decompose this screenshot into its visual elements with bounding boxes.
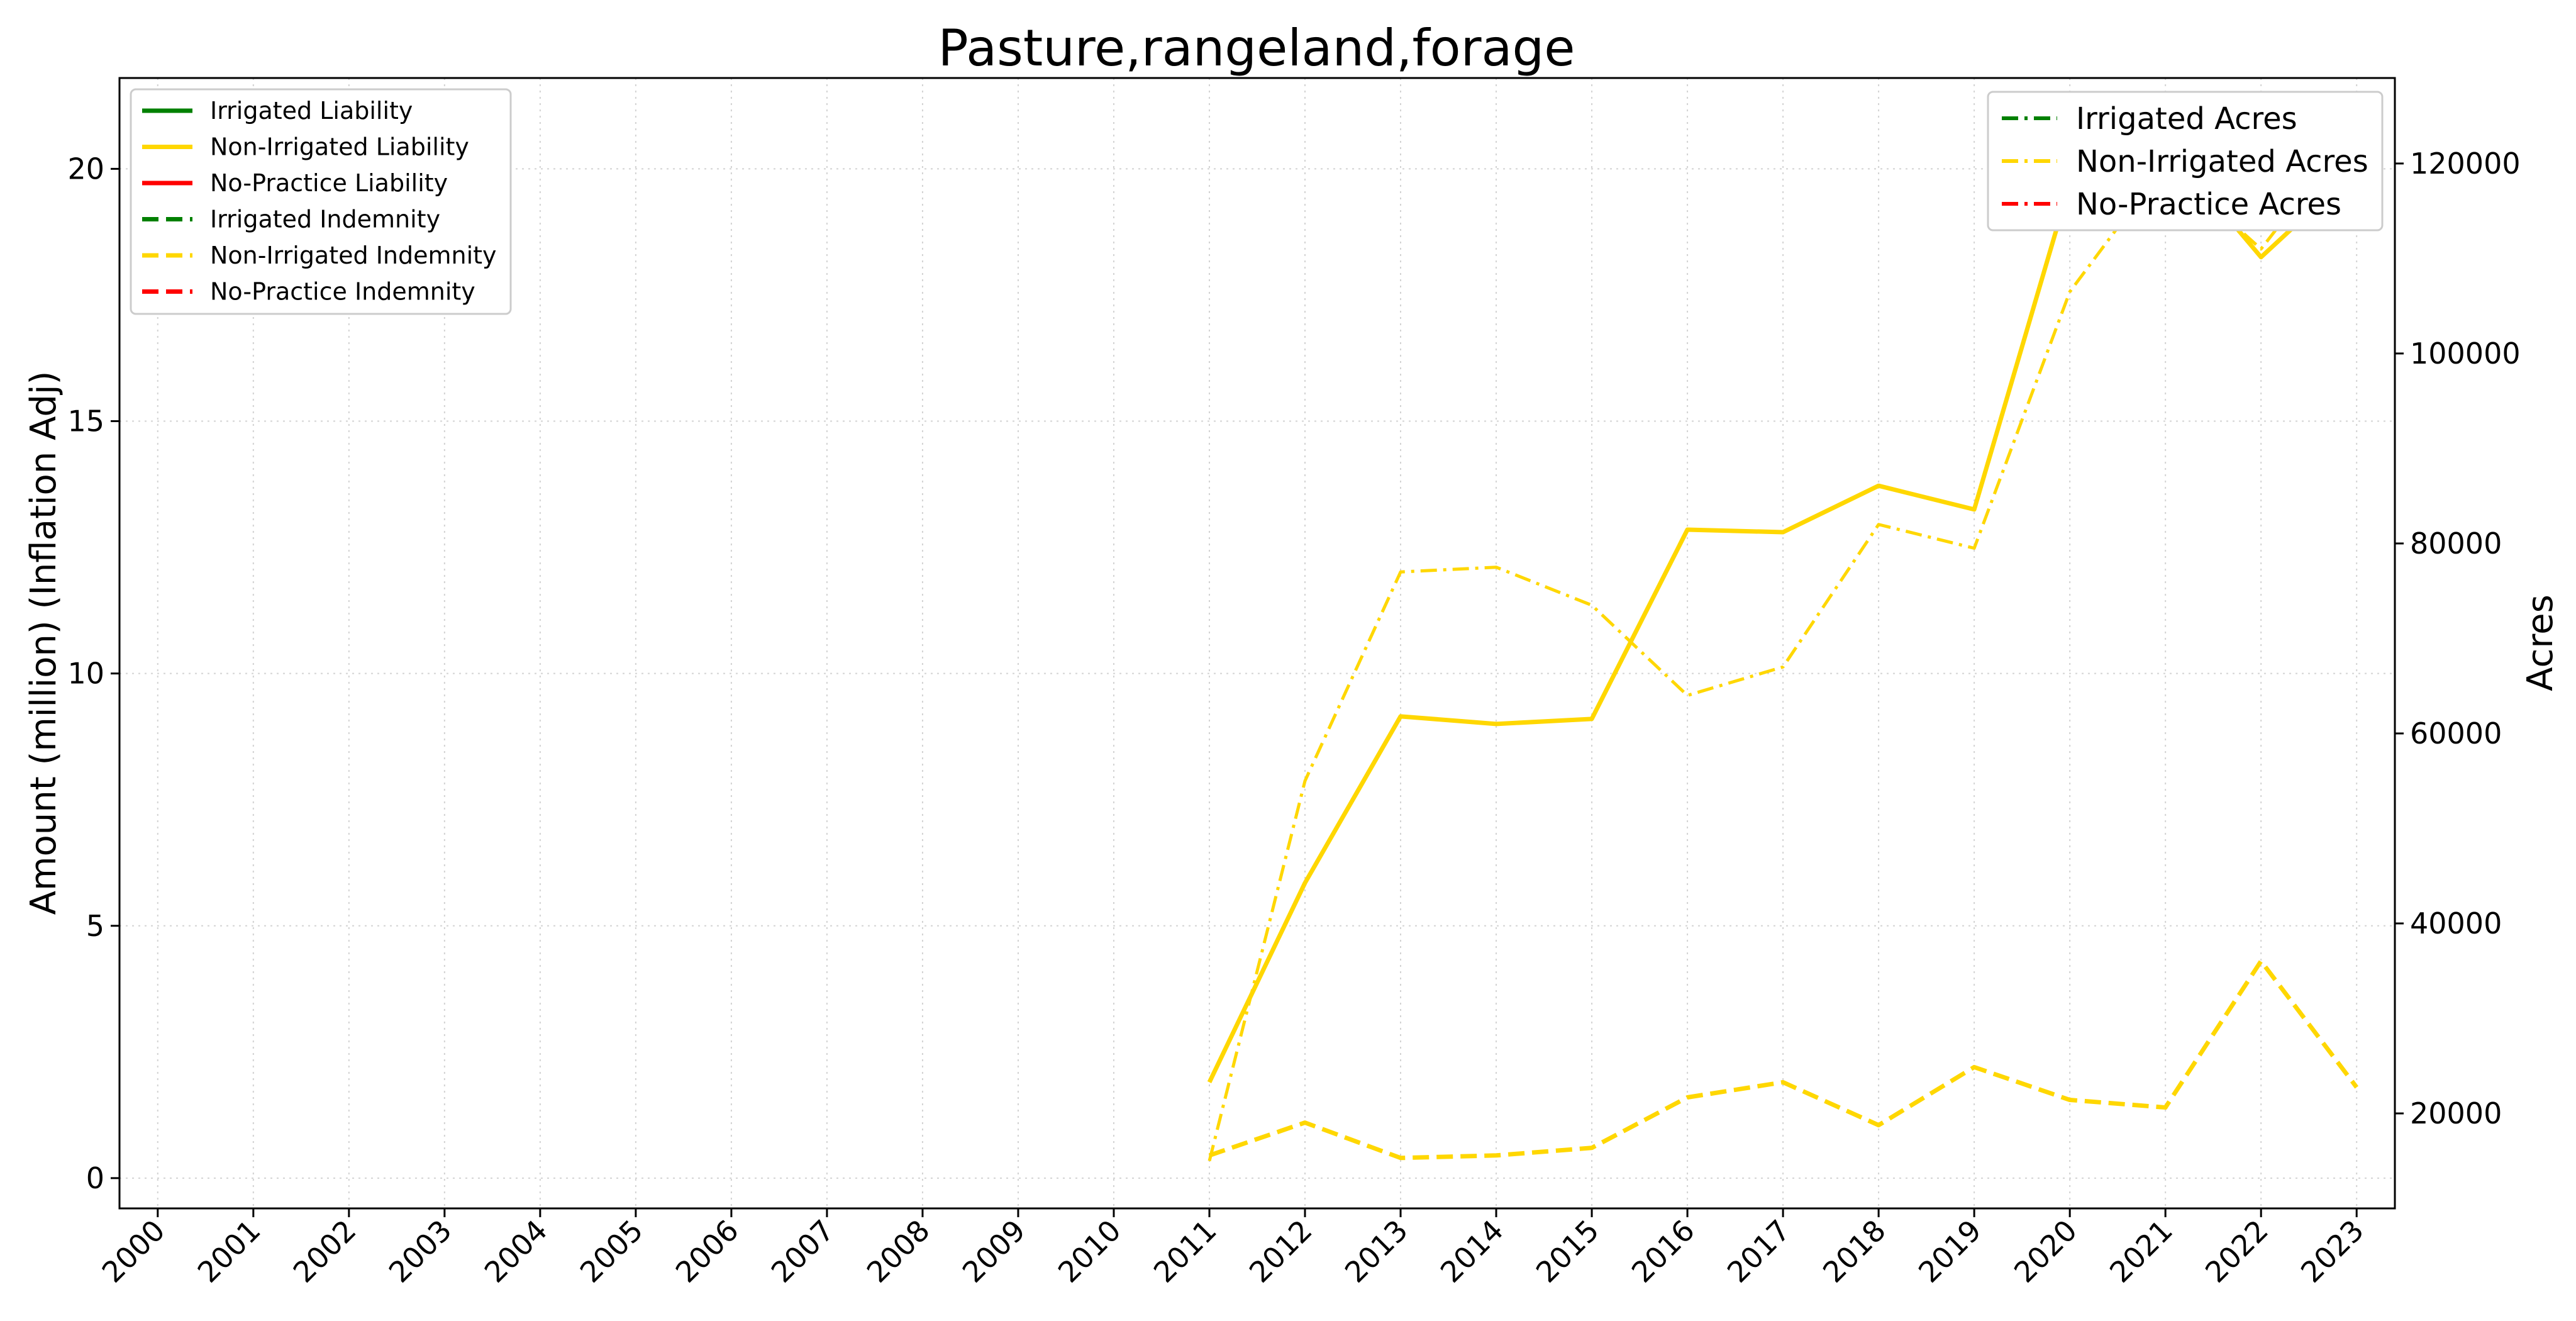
legend-entry-label: Irrigated Liability bbox=[210, 97, 413, 125]
legend-entry-label: Non-Irrigated Liability bbox=[210, 133, 469, 161]
x-tick-label: 2010 bbox=[1052, 1213, 1128, 1290]
legend-entry-label: Non-Irrigated Acres bbox=[2076, 144, 2368, 179]
legend-entry-label: No-Practice Indemnity bbox=[210, 278, 475, 306]
legend-entry-label: No-Practice Acres bbox=[2076, 187, 2341, 222]
y-left-tick-label: 0 bbox=[86, 1161, 104, 1195]
x-tick-label: 2022 bbox=[2199, 1213, 2275, 1290]
x-axis: 2000 2001 2002 2003 2004 2005 2006 2007 2008 2009… bbox=[96, 1208, 2370, 1290]
legend-right: Irrigated Acres Non-Irrigated Acres No-Pra… bbox=[1987, 91, 2384, 231]
x-tick-label: 2011 bbox=[1147, 1213, 1223, 1290]
chart-title: Pasture,rangeland,forage bbox=[938, 19, 1575, 77]
y-left-tick-label: 5 bbox=[86, 909, 104, 943]
legend-entry-label: Irrigated Acres bbox=[2076, 101, 2297, 137]
x-tick-label: 2008 bbox=[860, 1213, 936, 1290]
x-tick-label: 2021 bbox=[2103, 1213, 2179, 1290]
legend-left-box bbox=[130, 88, 512, 315]
x-tick-label: 2005 bbox=[574, 1213, 650, 1290]
y-axis-left-label: Amount (million) (Inflation Adj) bbox=[23, 371, 64, 915]
x-tick-label: 2002 bbox=[287, 1213, 363, 1290]
y-axis-right: 20000 40000 60000 80000 100000 120000 bbox=[2395, 147, 2521, 1130]
y-axis-left: 0 5 10 15 20 bbox=[67, 152, 119, 1195]
y-right-tick-label: 60000 bbox=[2410, 716, 2502, 750]
x-tick-label: 2003 bbox=[382, 1213, 458, 1290]
x-tick-label: 2001 bbox=[191, 1213, 267, 1290]
x-tick-label: 2004 bbox=[478, 1213, 554, 1290]
x-tick-label: 2023 bbox=[2294, 1213, 2370, 1290]
y-left-tick-label: 10 bbox=[67, 657, 104, 691]
x-tick-label: 2014 bbox=[1434, 1213, 1510, 1290]
x-tick-label: 2012 bbox=[1243, 1213, 1319, 1290]
legend-entry-label: Irrigated Indemnity bbox=[210, 206, 440, 233]
legend-entry-label: No-Practice Liability bbox=[210, 169, 448, 197]
legend-left: Irrigated Liability Non-Irrigated Liabili… bbox=[130, 88, 512, 315]
plot-frame bbox=[118, 77, 2396, 1210]
legend-right-box bbox=[1987, 91, 2384, 231]
legend-entry-label: Non-Irrigated Indemnity bbox=[210, 242, 497, 269]
x-tick-label: 2015 bbox=[1530, 1213, 1606, 1290]
y-left-tick-label: 20 bbox=[67, 152, 104, 186]
x-tick-label: 2020 bbox=[2007, 1213, 2084, 1290]
y-left-tick-label: 15 bbox=[67, 404, 104, 438]
y-right-tick-label: 20000 bbox=[2410, 1096, 2502, 1130]
y-right-tick-label: 120000 bbox=[2410, 147, 2521, 181]
x-tick-label: 2016 bbox=[1625, 1213, 1701, 1290]
x-tick-label: 2013 bbox=[1338, 1213, 1414, 1290]
y-right-tick-label: 100000 bbox=[2410, 337, 2521, 371]
y-axis-right-label: Acres bbox=[2520, 594, 2561, 691]
y-right-tick-label: 80000 bbox=[2410, 527, 2502, 560]
x-tick-label: 2000 bbox=[96, 1213, 172, 1290]
x-tick-label: 2017 bbox=[1721, 1213, 1797, 1290]
x-tick-label: 2018 bbox=[1816, 1213, 1892, 1290]
y-right-tick-label: 40000 bbox=[2410, 906, 2502, 940]
x-tick-label: 2009 bbox=[956, 1213, 1032, 1290]
x-tick-label: 2007 bbox=[765, 1213, 841, 1290]
series-line-non-irrigated-indemnity bbox=[1208, 959, 2358, 1161]
x-tick-label: 2019 bbox=[1912, 1213, 1988, 1290]
x-tick-label: 2006 bbox=[669, 1213, 745, 1290]
